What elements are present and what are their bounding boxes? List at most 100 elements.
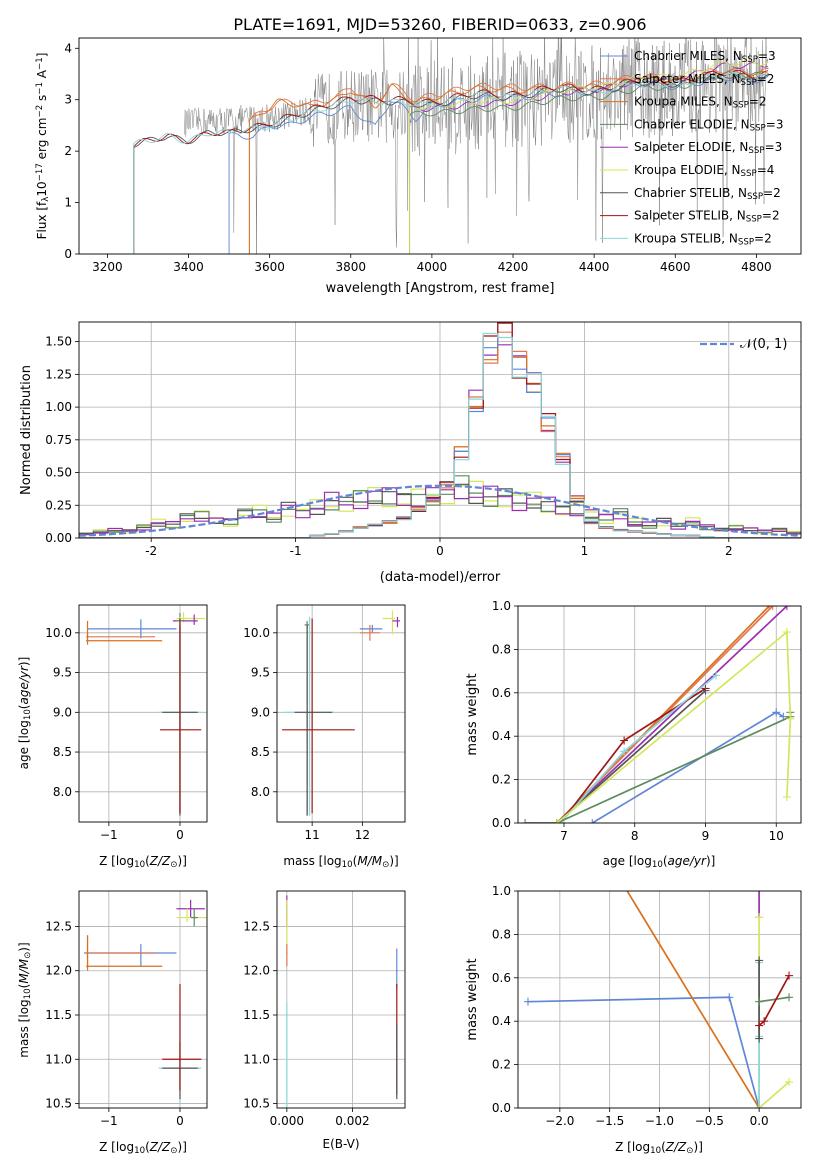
axes-frame bbox=[517, 890, 802, 1109]
y-tick-label: 9.0 bbox=[53, 705, 72, 719]
x-tick-label: 10 bbox=[769, 829, 784, 843]
y-tick-label: 0.8 bbox=[492, 927, 511, 941]
y-tick-label: 0.8 bbox=[492, 642, 511, 656]
y-tick-label: 3 bbox=[64, 93, 72, 107]
x-tick-label: 4200 bbox=[498, 260, 529, 274]
axes-frame bbox=[517, 605, 802, 824]
x-tick-label: 3200 bbox=[92, 260, 123, 274]
x-tick-label: −0.5 bbox=[695, 1114, 724, 1128]
y-tick-label: 0.75 bbox=[45, 433, 72, 447]
y-axis-label: mass weight bbox=[465, 673, 480, 755]
x-tick-label: 0 bbox=[176, 1114, 184, 1128]
x-tick-label: 4400 bbox=[579, 260, 610, 274]
legend-label: Kroupa STELIB, NSSP=2 bbox=[634, 231, 772, 247]
massweight-vs-metallicity-panel: −2.0 −1.5 −1.0 −0.5 0.0 0.0 0.2 0.4 0.6 0.8 1.0 mas… bbox=[465, 884, 802, 1156]
plot-area bbox=[523, 891, 794, 1108]
y-tick-label: 0.2 bbox=[492, 1058, 511, 1072]
y-tick-label: 0.0 bbox=[492, 816, 511, 830]
x-tick-label: 0 bbox=[436, 544, 444, 558]
cumulative-weight-line bbox=[556, 689, 707, 823]
y-tick-label: 1.0 bbox=[492, 884, 511, 898]
x-tick-label: 0.0 bbox=[750, 1114, 769, 1128]
y-tick-label: 0.2 bbox=[492, 773, 511, 787]
x-tick-label: 3400 bbox=[173, 260, 204, 274]
y-tick-label: 11.5 bbox=[45, 1008, 72, 1022]
axes-frame bbox=[78, 321, 802, 539]
massweight-vs-age-panel: 7 8 9 10 0.0 0.2 0.4 0.6 0.8 1.0 mass weight age [l… bbox=[465, 599, 802, 870]
y-axis-label: mass weight bbox=[465, 958, 480, 1040]
model-line-kroupa-elodie bbox=[105, 59, 769, 254]
y-tick-label: 2 bbox=[64, 144, 72, 158]
y-tick-label: 8.0 bbox=[251, 785, 270, 799]
y-axis-label: mass [log10(M/M⊙)] bbox=[17, 942, 33, 1057]
data-series-line bbox=[184, 38, 769, 254]
cumulative-weight-line bbox=[556, 630, 792, 823]
legend-label: 𝒩(0, 1) bbox=[740, 337, 787, 352]
legend-label: Salpeter MILES, NSSP=2 bbox=[634, 72, 774, 88]
y-tick-label: 0.4 bbox=[492, 729, 511, 743]
x-tick-label: 3600 bbox=[254, 260, 285, 274]
mass-vs-metallicity-panel: −1 0 10.5 11.0 11.5 12.0 12.5 Z [log10(Z/Z⊙)] ma… bbox=[17, 890, 208, 1156]
x-axis-label: wavelength [Angstrom, rest frame] bbox=[326, 281, 555, 296]
x-axis-label: age [log10(age/yr)] bbox=[603, 854, 716, 870]
x-tick-label: 0.002 bbox=[335, 1114, 369, 1128]
x-tick-label: 9 bbox=[702, 829, 710, 843]
x-tick-label: 3800 bbox=[335, 260, 366, 274]
y-tick-label: 8.5 bbox=[251, 745, 270, 759]
x-tick-label: −1 bbox=[100, 828, 118, 842]
plot-area bbox=[83, 899, 207, 1104]
y-tick-label: 0.4 bbox=[492, 1014, 511, 1028]
age-vs-metallicity-panel: −1 0 8.0 8.5 9.0 9.5 10.0 Z [log10(Z/Z⊙)] age [l… bbox=[17, 604, 208, 870]
age-vs-mass-panel: 11 12 8.0 8.5 9.0 9.5 10.0 mass [log10(M/M⊙)] bbox=[243, 604, 406, 870]
legend-label: Chabrier MILES, NSSP=3 bbox=[634, 49, 776, 65]
residuals-panel: -2 -1 0 1 2 0.00 0.25 0.50 0.75 1.00 1.25 1.50 Norme… bbox=[19, 321, 802, 585]
plot-area bbox=[521, 606, 795, 823]
spectrum-panel: 3200 3400 3600 3800 4000 4200 4400 4600 4800 0 1 2 3… bbox=[35, 37, 802, 296]
x-tick-label: 0.000 bbox=[270, 1114, 304, 1128]
y-tick-label: 0.50 bbox=[45, 466, 72, 480]
axes-frame bbox=[276, 890, 406, 1109]
y-tick-label: 11.0 bbox=[45, 1052, 72, 1066]
normal-curve-line bbox=[79, 484, 799, 537]
x-tick-label: 8 bbox=[631, 829, 639, 843]
legend-label: Kroupa ELODIE, NSSP=4 bbox=[634, 163, 774, 179]
x-axis-label: (data-model)/error bbox=[380, 570, 501, 585]
figure-title: PLATE=1691, MJD=53260, FIBERID=0633, z=0… bbox=[233, 15, 646, 34]
x-tick-label: 1 bbox=[581, 544, 589, 558]
plot-area bbox=[282, 610, 400, 816]
x-tick-label: 12 bbox=[355, 828, 370, 842]
y-tick-label: 1 bbox=[64, 196, 72, 210]
y-tick-label: 1.00 bbox=[45, 400, 72, 414]
plot-area bbox=[86, 612, 205, 816]
x-tick-label: 4800 bbox=[741, 260, 772, 274]
y-tick-label: 8.5 bbox=[53, 745, 72, 759]
cumulative-weight-line bbox=[758, 917, 790, 1108]
y-tick-label: 9.0 bbox=[251, 705, 270, 719]
y-tick-label: 1.50 bbox=[45, 335, 72, 349]
x-tick-label: 0 bbox=[176, 828, 184, 842]
y-tick-label: 12.5 bbox=[243, 919, 270, 933]
axes-frame bbox=[276, 604, 406, 823]
mass-vs-ebv-panel: 0.000 0.002 10.5 11.0 11.5 12.0 12.5 E(B-V) bbox=[243, 890, 406, 1151]
plot-area bbox=[79, 322, 801, 538]
y-tick-label: 9.5 bbox=[53, 666, 72, 680]
cumulative-weight-line bbox=[556, 606, 788, 823]
cumulative-weight-line bbox=[758, 996, 790, 1003]
model-line-kroupa-miles bbox=[105, 69, 769, 254]
x-tick-label: -2 bbox=[145, 544, 157, 558]
y-tick-label: 4 bbox=[64, 41, 72, 55]
y-tick-label: 1.0 bbox=[492, 599, 511, 613]
x-axis-label: E(B-V) bbox=[322, 1137, 359, 1151]
y-tick-label: 0.6 bbox=[492, 686, 511, 700]
x-tick-label: -1 bbox=[290, 544, 302, 558]
x-tick-label: −1 bbox=[100, 1114, 118, 1128]
cumulative-weight-line bbox=[591, 711, 784, 823]
y-tick-label: 10.5 bbox=[45, 1097, 72, 1111]
cumulative-weight-line bbox=[626, 891, 760, 1108]
legend-label: Salpeter ELODIE, NSSP=3 bbox=[634, 140, 782, 156]
x-axis-label: Z [log10(Z/Z⊙)] bbox=[99, 1140, 187, 1156]
x-tick-label: 4600 bbox=[660, 260, 691, 274]
y-tick-label: 11.5 bbox=[243, 1008, 270, 1022]
axes-frame bbox=[78, 37, 802, 255]
x-tick-label: −2.0 bbox=[545, 1114, 574, 1128]
